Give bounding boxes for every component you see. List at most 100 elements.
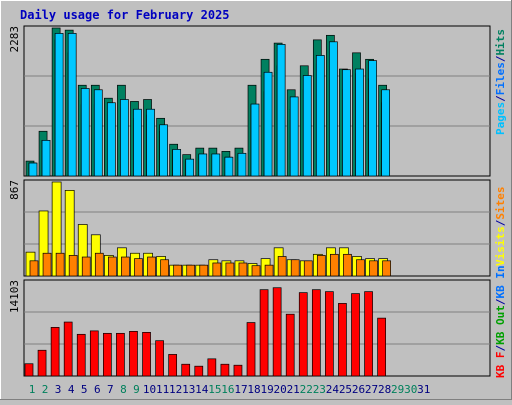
bar-pages-day-1: [28, 162, 38, 177]
bar-pages-day-23: [315, 55, 325, 177]
bar-kbf-day-4: [63, 321, 73, 377]
legend-entry: Visits: [494, 226, 507, 266]
legend-visits-sites: Visits/Sites: [494, 187, 507, 267]
bar-sites-day-18: [251, 265, 261, 277]
bar-sites-day-25: [343, 253, 352, 277]
legend-entry: /: [494, 298, 507, 305]
legend-kb: KB F/KB Out/KB In: [494, 265, 507, 378]
bar-sites-day-2: [42, 252, 52, 277]
x-label-day-29: 29: [391, 383, 404, 396]
bar-kbf-day-20: [272, 287, 282, 377]
x-label-day-26: 26: [352, 383, 365, 396]
bar-kbf-day-8: [116, 332, 125, 377]
chart-title: Daily usage for February 2025: [20, 8, 230, 22]
ymax-label-hits: 2283: [8, 26, 21, 53]
bar-kbf-day-28: [377, 317, 386, 377]
bar-sites-day-13: [186, 264, 196, 277]
panel-visits-sites: [23, 179, 491, 277]
bar-sites-day-7: [108, 256, 117, 277]
bar-kbf-day-27: [364, 291, 373, 377]
bar-kbf-day-25: [338, 303, 347, 377]
bar-sites-day-14: [199, 264, 209, 277]
bar-sites-day-23: [316, 255, 326, 277]
bar-sites-day-4: [68, 255, 78, 277]
bar-sites-day-8: [121, 256, 130, 277]
bar-kbf-day-18: [246, 322, 256, 377]
x-label-day-3: 3: [55, 383, 62, 396]
x-label-day-13: 13: [182, 383, 195, 396]
x-label-day-5: 5: [81, 383, 88, 396]
bar-kbf-day-3: [50, 327, 60, 377]
bar-pages-day-5: [80, 88, 90, 177]
bar-pages-day-26: [355, 68, 364, 177]
legend-entry: Sites: [494, 187, 507, 220]
bar-pages-day-27: [368, 60, 377, 177]
bar-pages-day-21: [289, 96, 299, 177]
legend-entry: /: [494, 95, 507, 102]
bar-pages-day-13: [185, 158, 195, 177]
bar-pages-day-15: [211, 153, 221, 177]
bar-kbf-day-9: [129, 331, 138, 377]
x-label-day-14: 14: [195, 383, 209, 396]
bar-sites-day-26: [356, 259, 365, 277]
bar-sites-day-21: [290, 259, 300, 277]
bar-sites-day-28: [382, 260, 391, 277]
legend-entry: Hits: [494, 29, 507, 56]
bar-kbf-day-24: [325, 291, 334, 377]
bar-sites-day-5: [81, 256, 91, 277]
ymax-label-visits: 867: [8, 180, 21, 200]
bar-sites-day-17: [238, 262, 248, 277]
bar-sites-day-19: [264, 264, 274, 277]
x-label-day-16: 16: [221, 383, 234, 396]
x-label-day-7: 7: [107, 383, 114, 396]
bar-pages-day-7: [107, 102, 116, 177]
bar-sites-day-6: [94, 252, 104, 277]
x-label-day-8: 8: [120, 383, 127, 396]
legend-entry: KB F: [494, 352, 507, 379]
bar-pages-day-24: [329, 41, 338, 177]
x-label-day-27: 27: [365, 383, 378, 396]
bar-kbf-day-5: [76, 333, 86, 377]
bar-pages-day-2: [41, 139, 51, 177]
bar-kbf-day-17: [233, 364, 243, 377]
x-label-day-9: 9: [133, 383, 140, 396]
bar-pages-day-22: [302, 75, 312, 177]
x-label-day-15: 15: [208, 383, 221, 396]
bar-kbf-day-13: [181, 363, 191, 377]
x-label-day-22: 22: [300, 383, 313, 396]
bar-pages-day-4: [67, 33, 77, 177]
bar-pages-day-14: [198, 153, 208, 177]
x-label-day-17: 17: [234, 383, 247, 396]
bar-kbf-day-15: [207, 358, 217, 377]
legend-hits-files-pages: Pages/Files/Hits: [494, 29, 507, 135]
x-label-day-25: 25: [339, 383, 352, 396]
bar-pages-day-28: [381, 89, 390, 177]
bar-pages-day-6: [93, 89, 103, 177]
bar-kbf-day-19: [259, 289, 269, 377]
bar-kbf-day-21: [285, 313, 295, 377]
legend-entry: /: [494, 345, 507, 352]
bar-kbf-day-12: [168, 354, 178, 377]
bar-sites-day-3: [55, 252, 65, 277]
bar-pages-day-9: [133, 108, 142, 177]
panel-kb-transfer: [23, 279, 491, 377]
bar-sites-day-10: [147, 256, 156, 277]
x-label-day-6: 6: [94, 383, 101, 396]
bar-kbf-day-22: [298, 292, 308, 377]
x-label-day-11: 11: [156, 383, 169, 396]
bar-kbf-day-16: [220, 363, 230, 377]
bar-sites-day-24: [330, 253, 339, 277]
x-label-day-23: 23: [313, 383, 326, 396]
x-label-day-24: 24: [326, 383, 340, 396]
bar-kbf-day-11: [155, 340, 164, 377]
bar-pages-day-25: [342, 69, 351, 177]
bar-kbf-day-1: [24, 363, 34, 377]
bar-pages-day-11: [159, 124, 168, 177]
x-label-day-28: 28: [378, 383, 391, 396]
panel-hits-files-pages: [23, 25, 491, 177]
bar-sites-day-9: [134, 258, 143, 277]
bar-kbf-day-2: [37, 349, 47, 377]
bar-pages-day-19: [263, 71, 273, 177]
x-label-day-31: 31: [417, 383, 430, 396]
x-axis-day-labels: 1 2 3 4 5 6 7 8 9 10 11 12 13 14 15 16 17 18 19 20 21 22 23 24 2…: [29, 383, 431, 396]
